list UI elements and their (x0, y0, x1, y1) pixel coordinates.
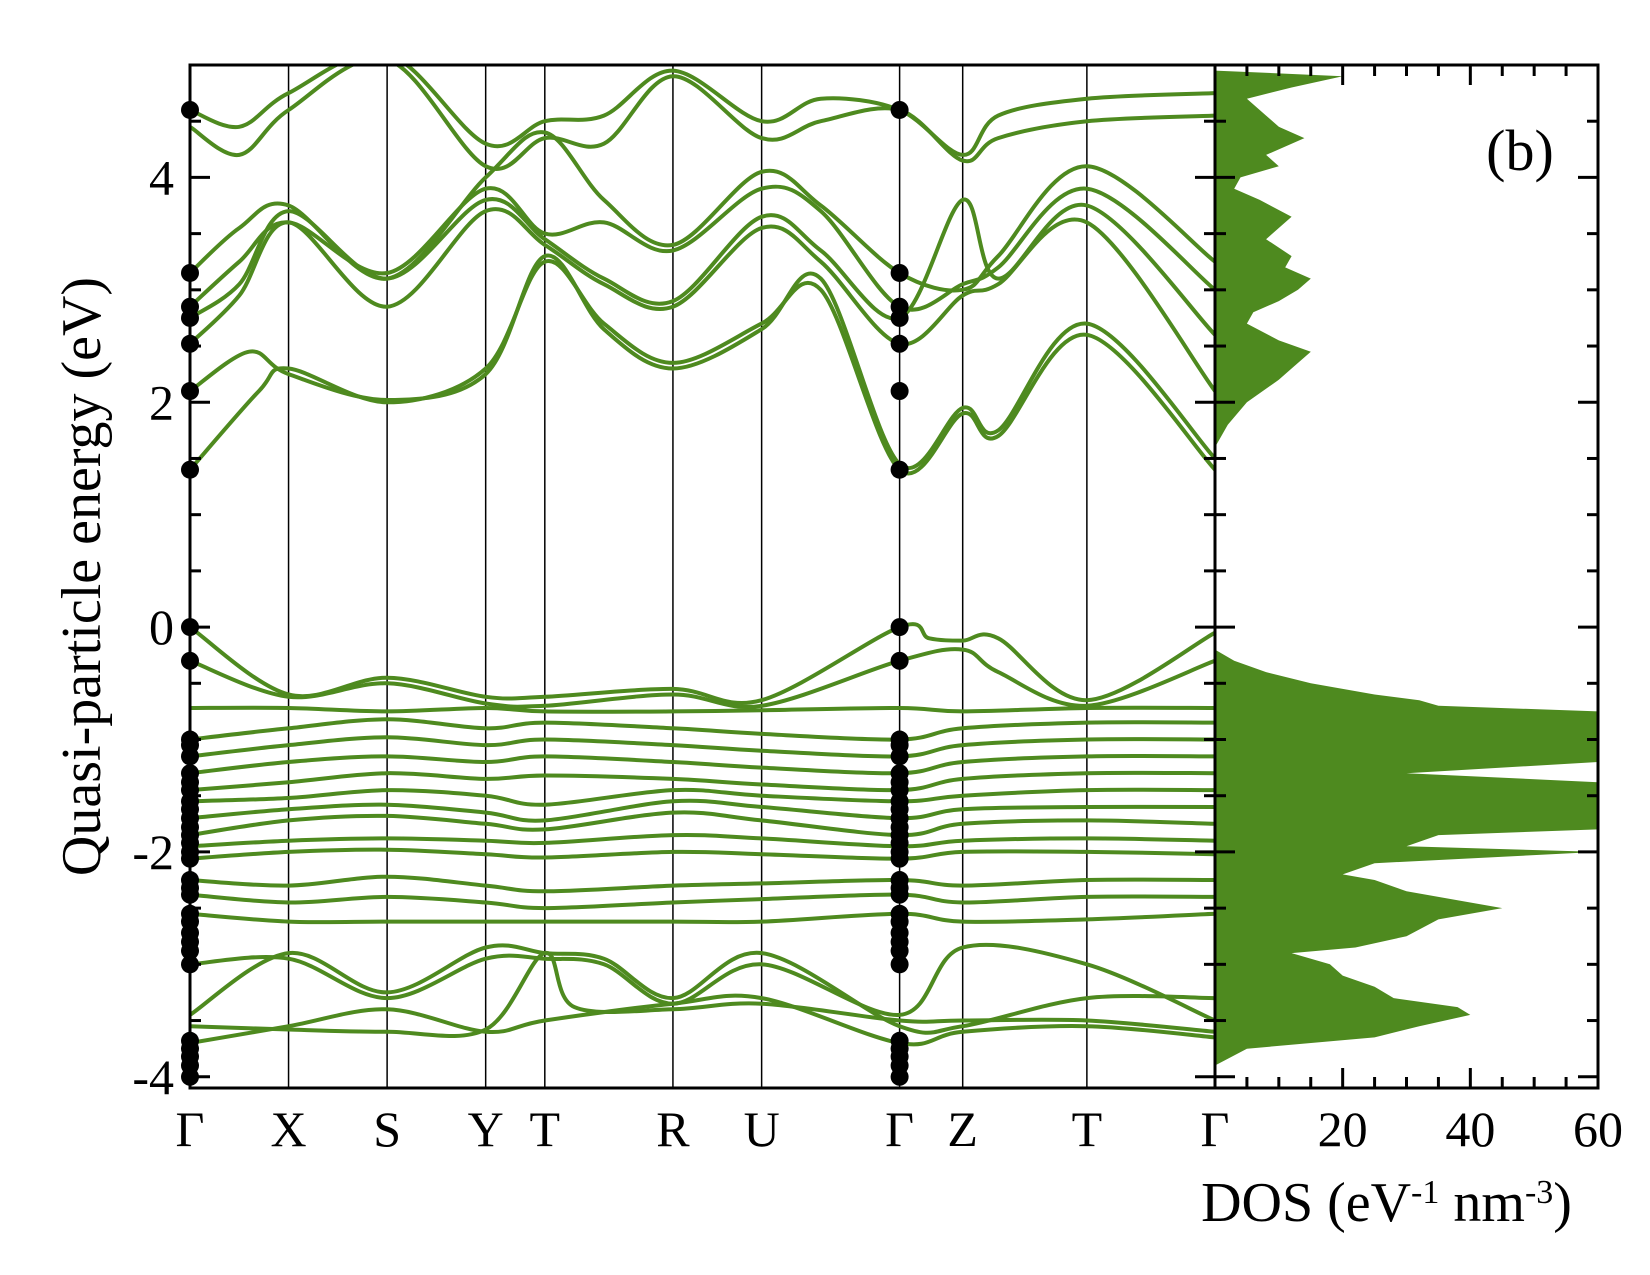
gamma-point (890, 382, 909, 401)
band-line (190, 253, 1215, 470)
y-tick-label: 4 (149, 149, 174, 205)
band-line (190, 951, 1215, 1039)
gamma-point (890, 334, 909, 353)
gamma-point (890, 651, 909, 670)
kpoint-label: Z (947, 1101, 978, 1157)
gamma-point (890, 308, 909, 327)
band-line (190, 847, 1215, 861)
band-plot-frame (188, 63, 1217, 1090)
gamma-point (890, 100, 909, 119)
y-tick-label: 0 (149, 599, 174, 655)
gamma-point (890, 849, 909, 868)
band-line (190, 735, 1215, 759)
kpoint-label: Γ (176, 1101, 205, 1157)
gamma-point (890, 885, 909, 904)
band-line (190, 65, 1215, 171)
band-line (190, 798, 1215, 823)
band-line (190, 770, 1215, 793)
kpoint-label: U (744, 1101, 780, 1157)
dos-plot (1215, 70, 1598, 1066)
y-tick-label: -2 (132, 824, 174, 880)
band-line (190, 753, 1215, 776)
gamma-point (890, 618, 909, 637)
band-line (190, 911, 1215, 925)
panel-label: (b) (1486, 118, 1554, 183)
kpoint-label: R (656, 1101, 690, 1157)
dos-x-tick-label: 20 (1318, 1101, 1368, 1157)
band-line (190, 993, 1215, 1047)
band-line (190, 787, 1215, 807)
gamma-point (890, 747, 909, 766)
kpoint-label: T (1072, 1101, 1103, 1157)
kpoint-label: Γ (1201, 1101, 1230, 1157)
dos-x-tick-label: 60 (1573, 1101, 1623, 1157)
band-line (190, 207, 1215, 393)
y-tick-label: 2 (149, 374, 174, 430)
dos-fill (1215, 70, 1598, 1066)
band-line (190, 197, 1215, 337)
band-line (190, 130, 1215, 293)
kpoint-label: T (530, 1101, 561, 1157)
band-line (190, 717, 1215, 742)
band-line (190, 832, 1215, 849)
dos-x-tick-label: 40 (1445, 1101, 1495, 1157)
gamma-point (890, 460, 909, 479)
plot-frames (188, 63, 1600, 1090)
y-tick-label: -4 (132, 1049, 174, 1105)
gamma-point (890, 955, 909, 974)
band-line (190, 259, 1215, 476)
band-line (190, 184, 1215, 312)
gamma-point (890, 941, 909, 960)
band-line (190, 874, 1215, 894)
kpoint-label: S (373, 1101, 401, 1157)
band-line (190, 892, 1215, 911)
dos-x-axis-title: DOS (eV-1 nm-3) (1201, 1172, 1572, 1234)
band-line (190, 810, 1215, 838)
kpoint-label: X (271, 1101, 307, 1157)
kpoint-label: Y (468, 1101, 504, 1157)
y-axis-title: Quasi-particle energy (eV) (51, 277, 113, 876)
kpoint-label: Γ (885, 1101, 914, 1157)
band-line (190, 705, 1215, 714)
gamma-point (890, 1067, 909, 1086)
band-structure-plot (181, 65, 1215, 1088)
band-line (190, 647, 1215, 709)
band-line (190, 622, 1215, 706)
gamma-point (890, 263, 909, 282)
